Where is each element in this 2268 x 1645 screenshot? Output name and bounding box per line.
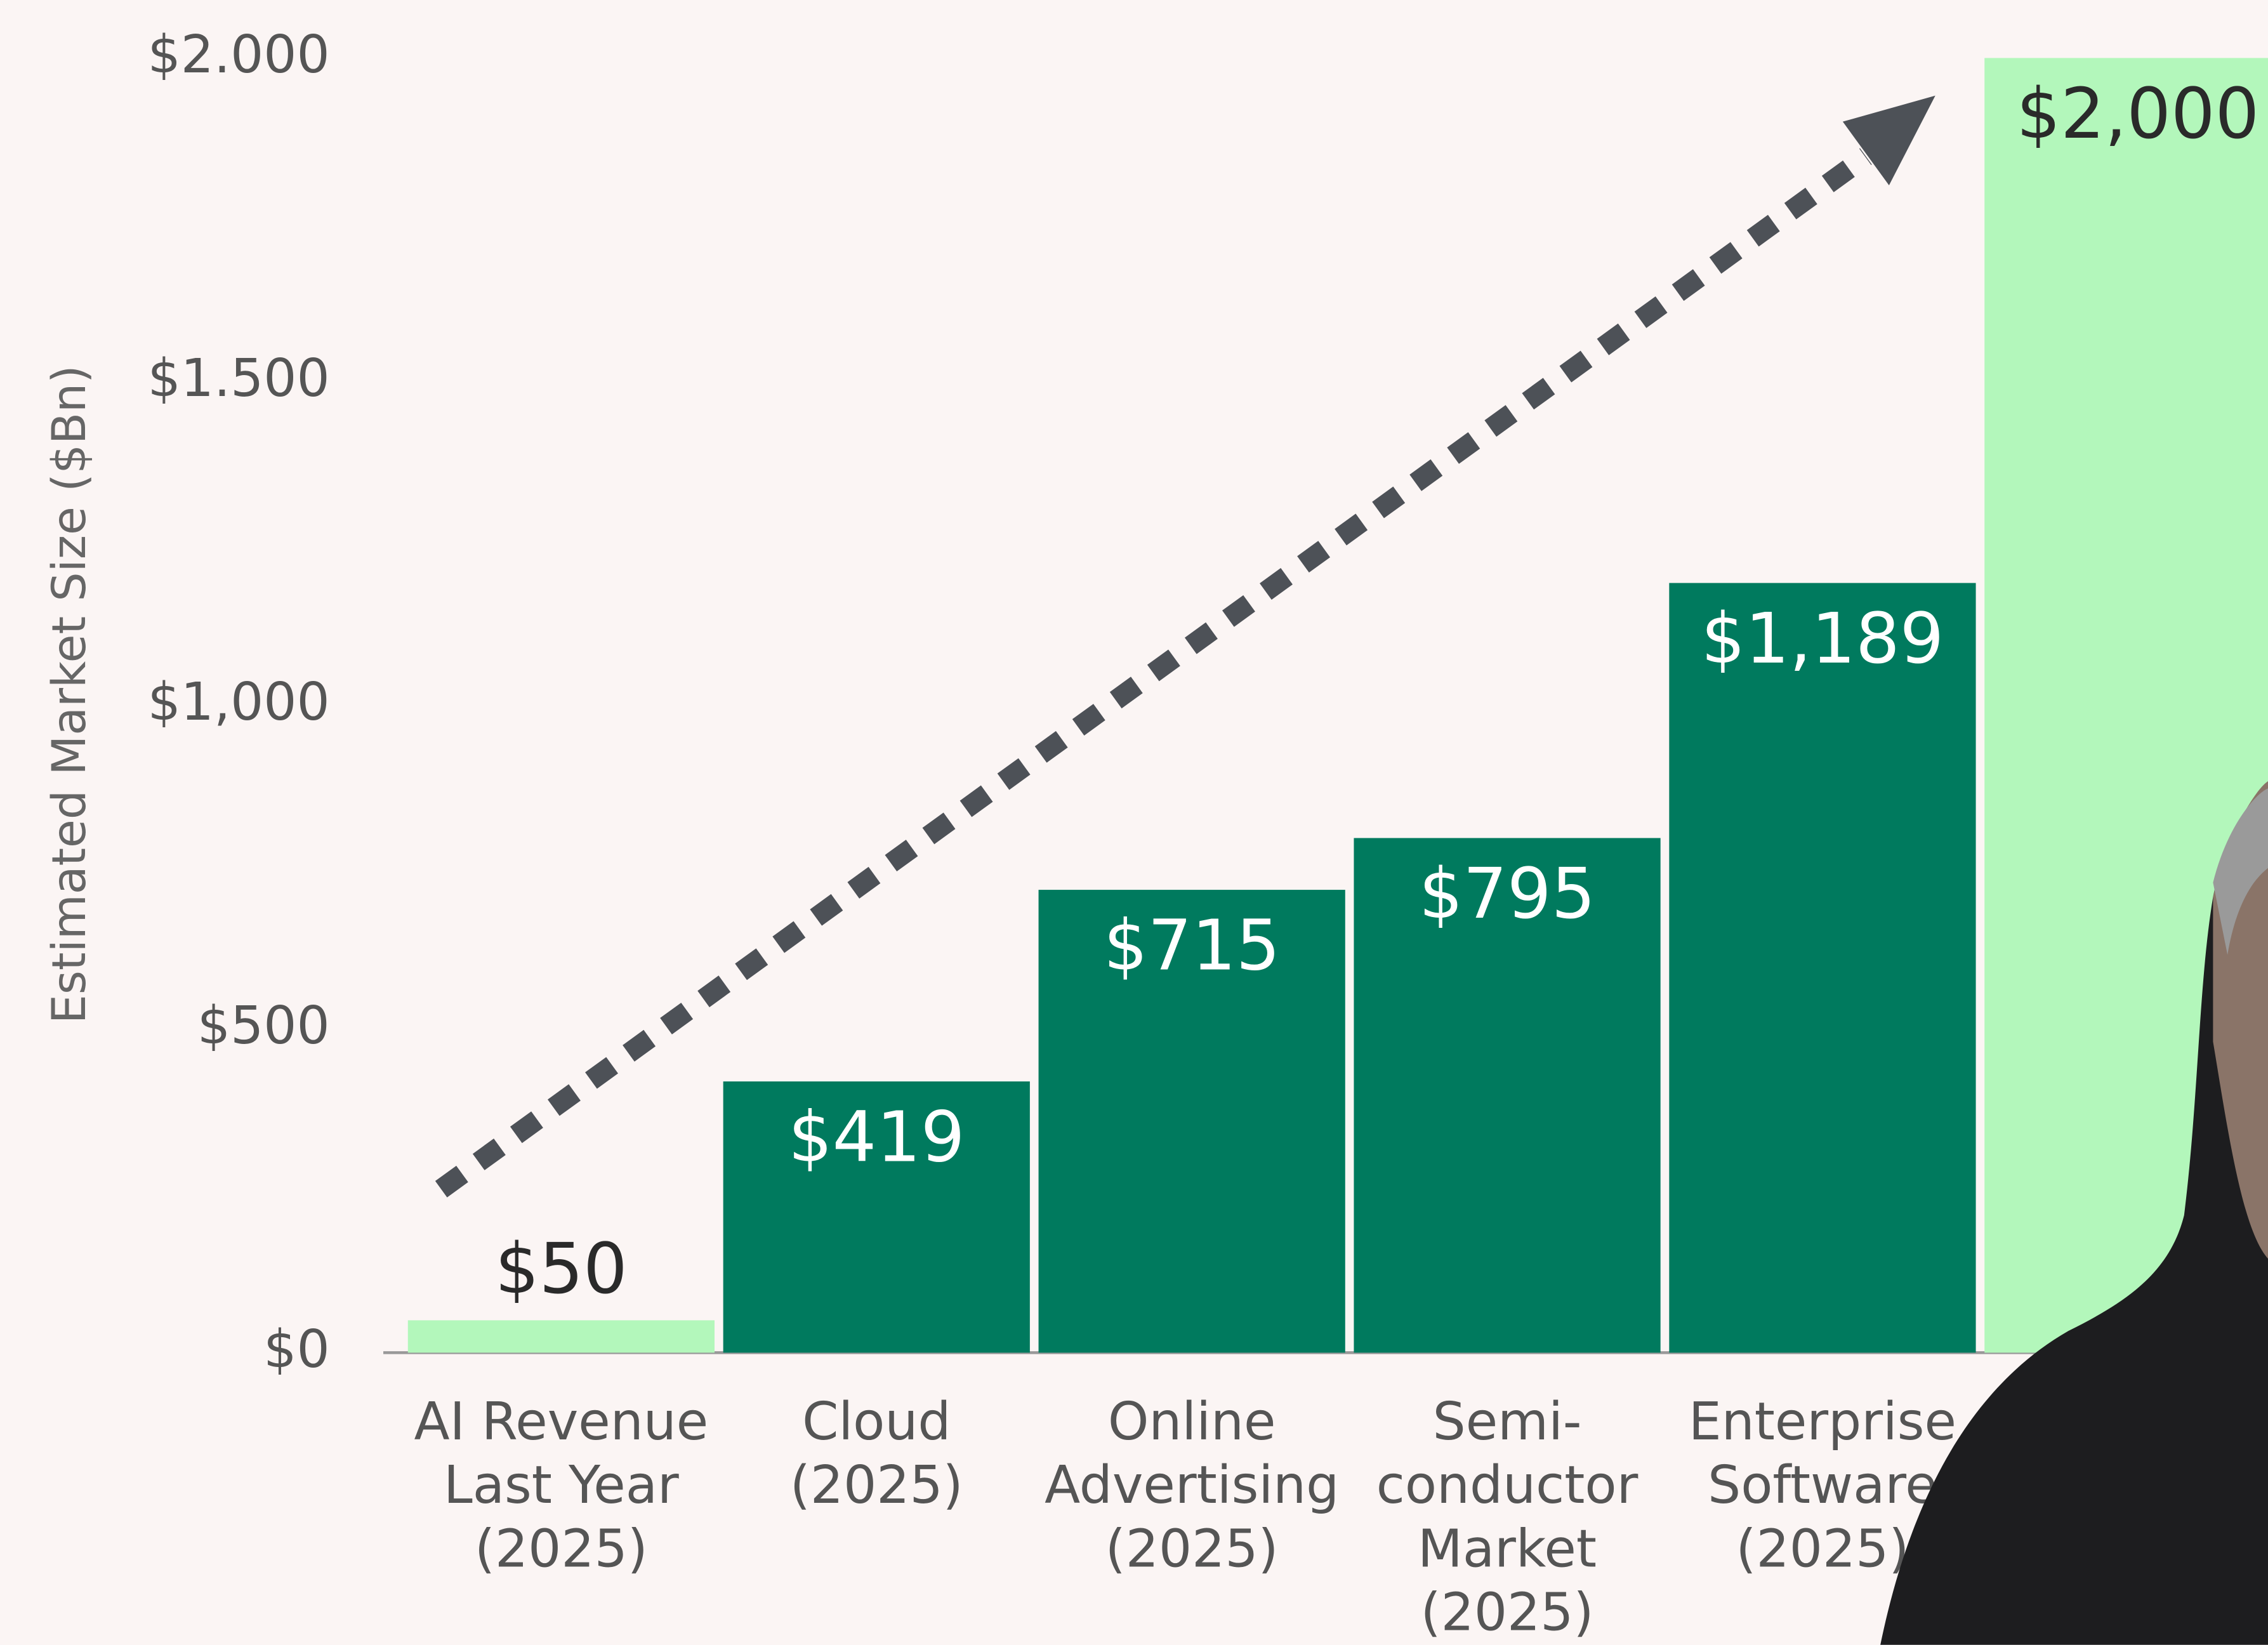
y-tick-label: $1,000: [148, 672, 330, 732]
y-axis-label: Estimated Market Size ($Bn): [43, 365, 96, 1024]
value-label: $419: [788, 1097, 965, 1178]
x-tick-label: Software: [1708, 1455, 1937, 1516]
y-tick-label: $1.500: [148, 348, 330, 409]
value-label: $1,189: [1701, 598, 1944, 679]
value-label: $2,000: [2016, 73, 2259, 154]
y-tick-label: $500: [197, 996, 330, 1056]
x-tick-label: (2025): [1421, 1583, 1594, 1643]
bar: [723, 1081, 1030, 1353]
x-tick-label: Market: [1418, 1519, 1597, 1579]
x-tick-label: Last Year: [444, 1455, 679, 1516]
x-tick-label: Cloud: [802, 1392, 951, 1452]
trend-arrow: [435, 95, 1935, 1198]
x-tick-label: (2025): [1105, 1519, 1279, 1579]
value-label: $715: [1104, 905, 1280, 986]
bar: [1669, 583, 1976, 1353]
x-tick-label: AI Revenue: [414, 1392, 709, 1452]
value-label: $795: [1419, 853, 1595, 934]
x-tick-label: conductor: [1376, 1455, 1638, 1516]
person-photo: [1880, 781, 2268, 1645]
value-label: $50: [495, 1228, 628, 1309]
y-tick-label: $0: [263, 1319, 329, 1380]
y-tick-label: $2.000: [148, 25, 330, 85]
dotted-line: [435, 148, 1872, 1198]
bar: [407, 1320, 715, 1353]
x-tick-label: Enterprise: [1689, 1392, 1956, 1452]
x-tick-label: Semi-: [1433, 1392, 1582, 1452]
x-tick-label: Online: [1108, 1392, 1276, 1452]
bar: [1354, 838, 1661, 1353]
x-tick-label: (2025): [790, 1455, 963, 1516]
bar: [1038, 890, 1345, 1353]
x-tick-label: (2025): [1736, 1519, 1909, 1579]
jacket: [1880, 781, 2268, 1645]
arrow-head: [1842, 95, 1935, 185]
hair: [2213, 788, 2268, 955]
bars: $50 $419 $715 $795 $1,189 $2,000: [407, 58, 2268, 1353]
x-tick-label: Advertising: [1045, 1455, 1339, 1516]
x-tick-label: (2025): [475, 1519, 648, 1579]
